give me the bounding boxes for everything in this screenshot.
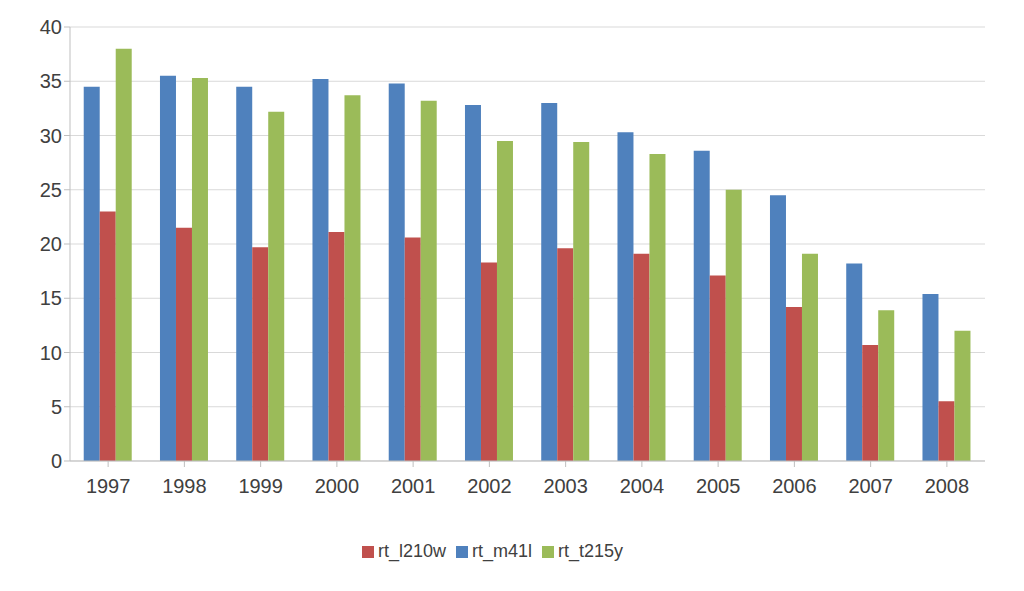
svg-text:2005: 2005 [696, 475, 741, 497]
html-text:rt_t215y: rt_t215y [558, 541, 624, 561]
svg-text:2000: 2000 [315, 475, 360, 497]
svg-text:20: 20 [40, 233, 62, 255]
svg-text:10: 10 [40, 342, 62, 364]
svg-text:1998: 1998 [162, 475, 207, 497]
svg-text:25: 25 [40, 179, 62, 201]
svg-text:35: 35 [40, 70, 62, 92]
svg-text:2008: 2008 [925, 475, 970, 497]
svg-text:2004: 2004 [620, 475, 665, 497]
svg-text:2001: 2001 [391, 475, 436, 497]
svg-text:2003: 2003 [543, 475, 588, 497]
svg-text:2006: 2006 [772, 475, 817, 497]
svg-text:1997: 1997 [86, 475, 131, 497]
html-text:rt_m41l: rt_m41l [472, 541, 532, 561]
svg-text:0: 0 [51, 450, 62, 472]
svg-text:15: 15 [40, 287, 62, 309]
svg-text:2007: 2007 [848, 475, 893, 497]
svg-text:30: 30 [40, 125, 62, 147]
svg-text:40: 40 [40, 16, 62, 38]
svg-text:2002: 2002 [467, 475, 512, 497]
svg-text:1999: 1999 [238, 475, 283, 497]
svg-text:5: 5 [51, 396, 62, 418]
html-text:rt_l210w: rt_l210w [377, 541, 446, 561]
